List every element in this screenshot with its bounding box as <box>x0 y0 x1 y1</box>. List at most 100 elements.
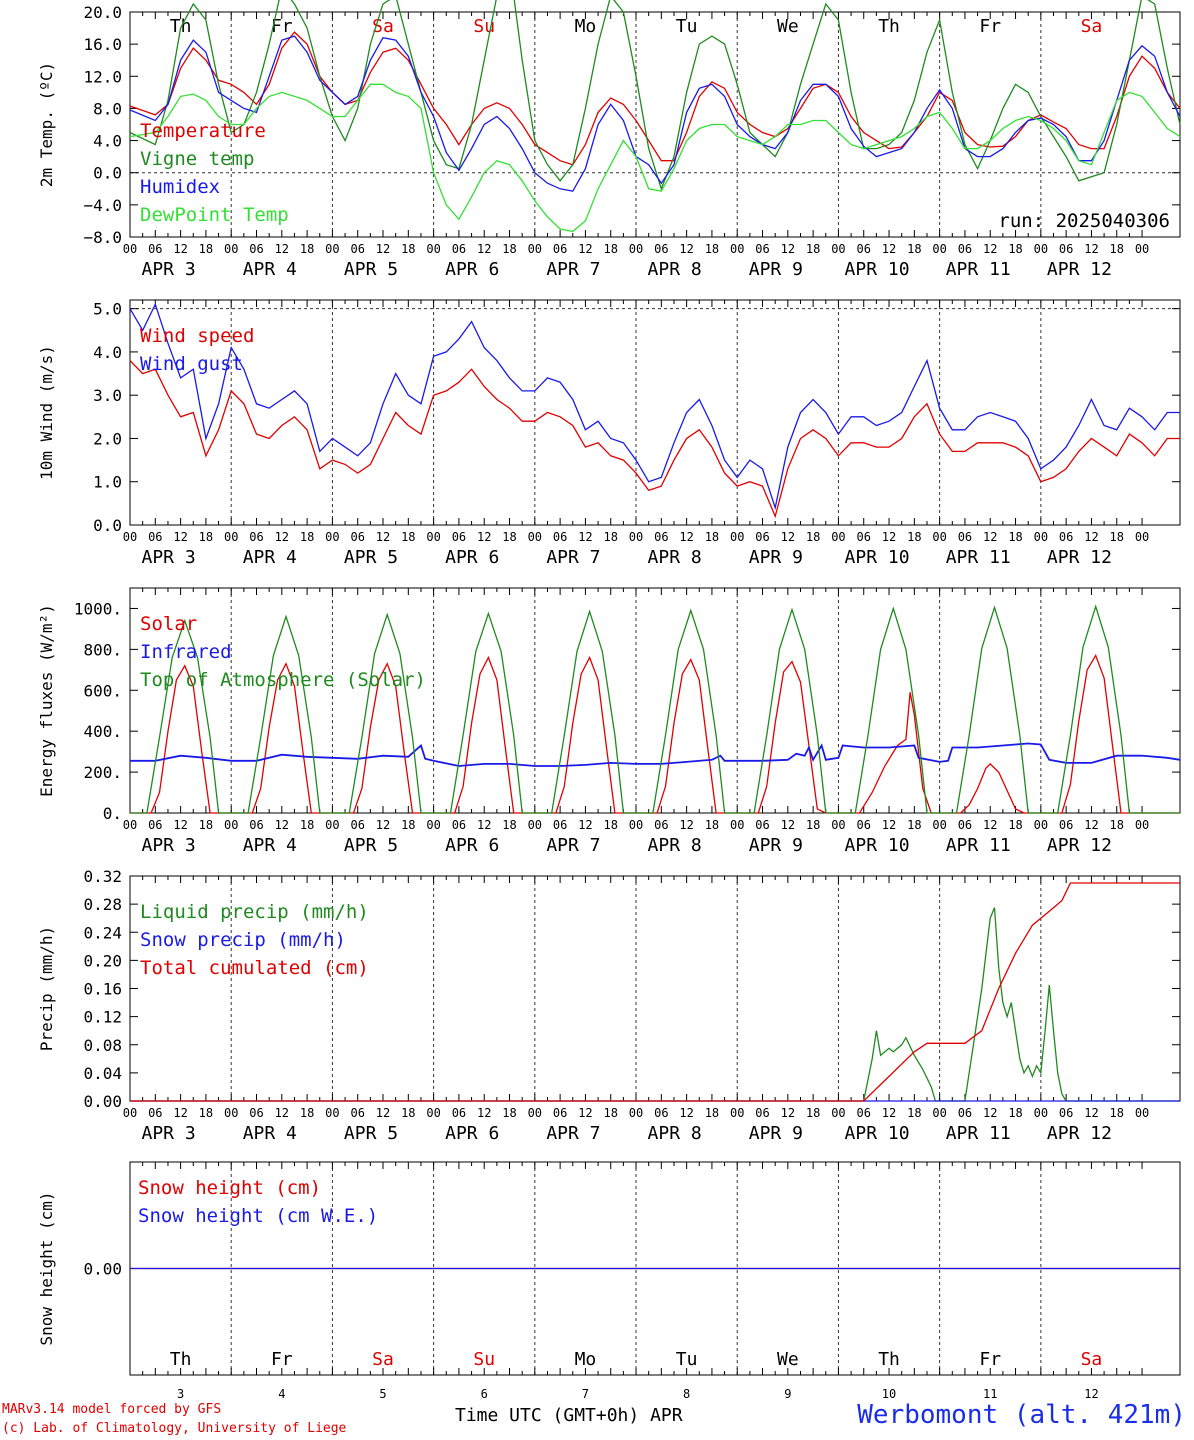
hour-tick-label: 12 <box>781 530 795 544</box>
date-label: APR 12 <box>1047 1123 1112 1144</box>
date-label: APR 10 <box>845 835 910 856</box>
hour-tick-label: 06 <box>958 530 972 544</box>
series-line-1 <box>129 360 1180 519</box>
hour-tick-label: 06 <box>1059 242 1073 256</box>
day-name-label: Sa <box>1081 16 1103 37</box>
hour-tick-label: 18 <box>502 530 516 544</box>
y-tick-label: 1000. <box>74 599 122 618</box>
y-tick-label: 200. <box>83 763 122 782</box>
day-name-label: Sa <box>1081 1349 1103 1370</box>
date-label: APR 8 <box>648 835 702 856</box>
date-label: APR 7 <box>546 1123 600 1144</box>
hour-tick-label: 00 <box>325 818 339 832</box>
day-number-label: 6 <box>481 1387 488 1401</box>
hour-tick-label: 00 <box>629 530 643 544</box>
hour-tick-label: 06 <box>1059 1106 1073 1120</box>
hour-tick-label: 18 <box>806 242 820 256</box>
hour-tick-label: 12 <box>376 530 390 544</box>
date-label: APR 10 <box>845 547 910 568</box>
hour-tick-label: 18 <box>1110 242 1124 256</box>
y-tick-label: 8.0 <box>93 99 122 118</box>
hour-tick-label: 12 <box>679 818 693 832</box>
legend-entry: Temperature <box>140 120 266 142</box>
hour-tick-label: 18 <box>603 818 617 832</box>
date-label: APR 11 <box>946 547 1011 568</box>
hour-tick-label: 00 <box>1135 1106 1149 1120</box>
hour-tick-label: 00 <box>730 530 744 544</box>
hour-tick-label: 18 <box>300 1106 314 1120</box>
hour-tick-label: 06 <box>249 1106 263 1120</box>
y-tick-label: 0.0 <box>93 516 122 535</box>
series-line-3 <box>129 35 1181 192</box>
date-label: APR 6 <box>445 259 499 280</box>
hour-tick-label: 12 <box>477 818 491 832</box>
hour-tick-label: 12 <box>983 818 997 832</box>
legend-entry: Top of Atmosphere (Solar) <box>140 669 426 691</box>
hour-tick-label: 18 <box>199 818 213 832</box>
hour-tick-label: 00 <box>123 530 137 544</box>
hour-tick-label: 18 <box>1008 818 1022 832</box>
hour-tick-label: 06 <box>148 818 162 832</box>
date-label: APR 12 <box>1047 835 1112 856</box>
date-label: APR 8 <box>648 259 702 280</box>
hour-tick-label: 12 <box>882 242 896 256</box>
series-line-2 <box>129 0 1181 191</box>
y-tick-label: 0. <box>103 804 122 823</box>
hour-tick-label: 18 <box>199 242 213 256</box>
y-tick-label: 0.24 <box>83 923 122 942</box>
date-label: APR 5 <box>344 835 398 856</box>
hour-tick-label: 00 <box>123 818 137 832</box>
hour-tick-label: 18 <box>705 1106 719 1120</box>
hour-tick-label: 00 <box>224 1106 238 1120</box>
y-tick-label: 1.0 <box>93 473 122 492</box>
hour-tick-label: 06 <box>350 818 364 832</box>
legend-entry: Humidex <box>140 176 220 198</box>
hour-tick-label: 06 <box>857 818 871 832</box>
date-label: APR 8 <box>648 547 702 568</box>
series-line-2 <box>130 742 1181 767</box>
day-number-label: 9 <box>784 1387 791 1401</box>
hour-tick-label: 18 <box>300 242 314 256</box>
hour-tick-label: 18 <box>300 530 314 544</box>
hour-tick-label: 12 <box>983 1106 997 1120</box>
hour-tick-label: 12 <box>578 242 592 256</box>
panel-5: 0.00 Snow height (cm) Snow height (cm) Snow… <box>37 1161 1181 1401</box>
hour-tick-label: 00 <box>123 242 137 256</box>
y-tick-label: 20.0 <box>83 3 122 22</box>
hour-tick-label: 18 <box>1110 530 1124 544</box>
day-name-label: Th <box>170 16 192 37</box>
series-line-3 <box>130 882 1180 1102</box>
series-line-4 <box>129 83 1181 233</box>
day-number-label: 12 <box>1084 1387 1098 1401</box>
hour-tick-label: 00 <box>528 818 542 832</box>
hour-tick-label: 06 <box>755 818 769 832</box>
hour-tick-label: 00 <box>528 530 542 544</box>
hour-tick-label: 00 <box>1034 530 1048 544</box>
hour-tick-label: 06 <box>452 530 466 544</box>
date-label: APR 6 <box>445 1123 499 1144</box>
day-number-label: 4 <box>278 1387 285 1401</box>
date-label: APR 11 <box>946 1123 1011 1144</box>
y-tick-label: 0.20 <box>83 951 122 970</box>
hour-tick-label: 06 <box>755 1106 769 1120</box>
hour-tick-label: 00 <box>831 818 845 832</box>
hour-tick-label: 00 <box>629 818 643 832</box>
legend-entry: Snow height (cm) <box>138 1177 321 1199</box>
series-line-1 <box>129 31 1181 166</box>
date-label: APR 8 <box>648 1123 702 1144</box>
date-label: APR 9 <box>749 835 803 856</box>
hour-tick-label: 00 <box>730 242 744 256</box>
hour-tick-label: 06 <box>350 242 364 256</box>
series-line-2 <box>129 302 1180 511</box>
hour-tick-label: 18 <box>806 530 820 544</box>
hour-tick-label: 00 <box>224 242 238 256</box>
hour-tick-label: 00 <box>1135 818 1149 832</box>
legend-entry: Infrared <box>140 641 232 663</box>
day-name-label: Fr <box>979 16 1001 37</box>
hour-tick-label: 18 <box>401 242 415 256</box>
hour-tick-label: 12 <box>275 530 289 544</box>
day-name-label: Sa <box>372 1349 394 1370</box>
hour-tick-label: 12 <box>1084 1106 1098 1120</box>
y-axis-title: 10m Wind (m/s) <box>37 345 56 480</box>
hour-tick-label: 12 <box>578 1106 592 1120</box>
